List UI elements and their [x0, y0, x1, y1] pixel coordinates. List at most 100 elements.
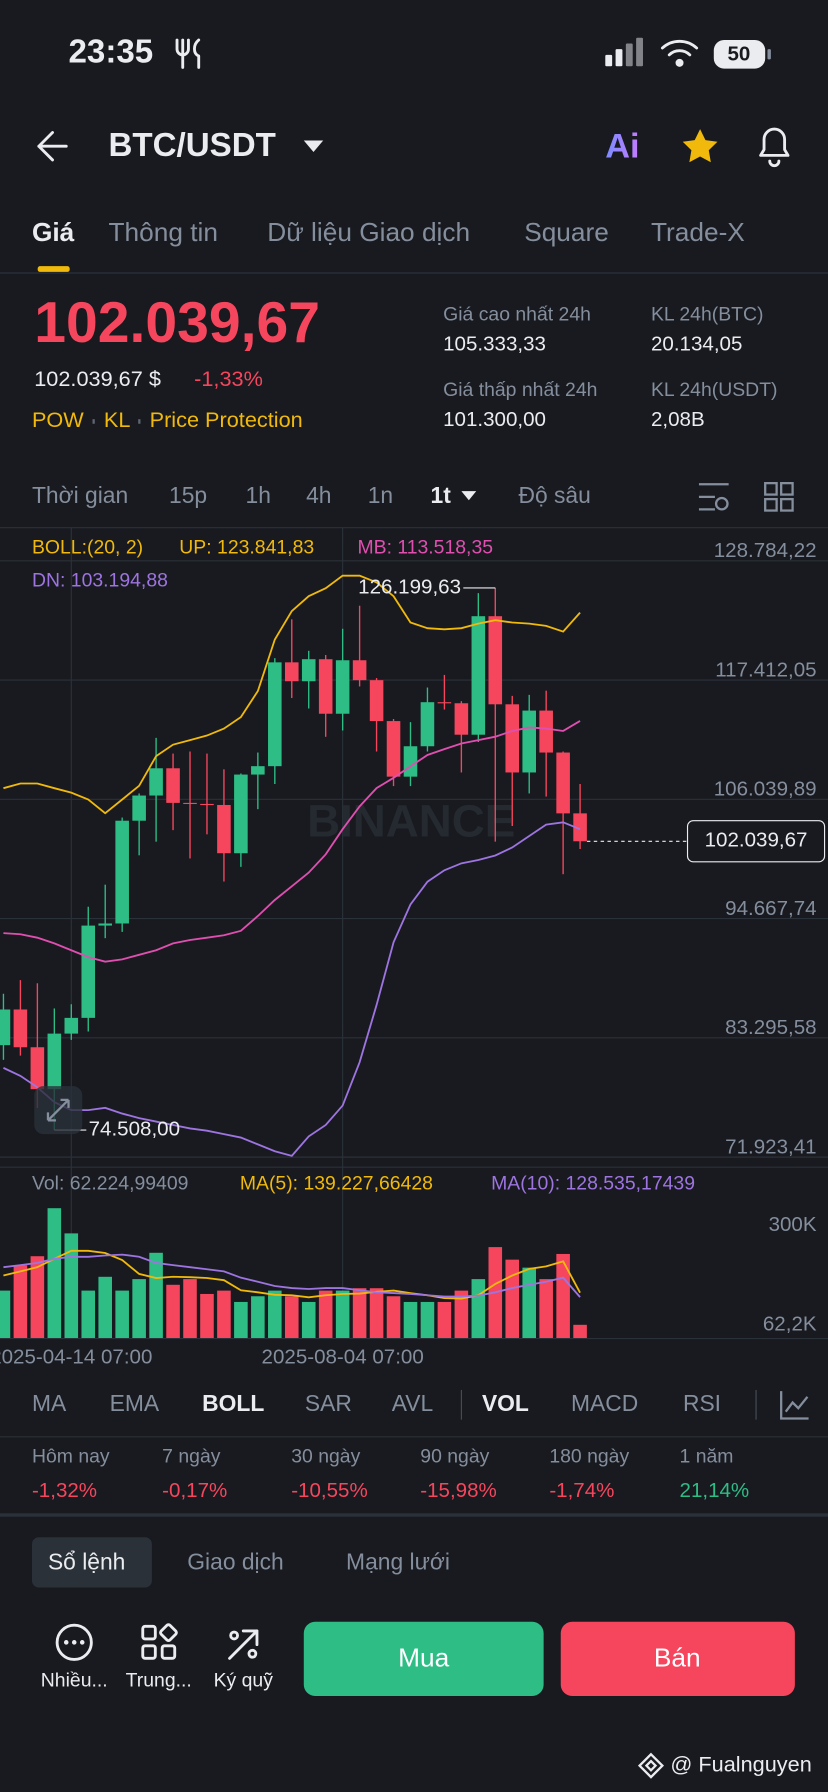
candle-body — [403, 746, 418, 777]
interval[interactable]: 1h — [246, 482, 271, 508]
volume-bar — [251, 1296, 265, 1339]
line-series — [3, 821, 581, 1157]
line-series — [3, 720, 581, 963]
wifi-icon — [660, 39, 699, 67]
expand-button[interactable] — [34, 1086, 83, 1135]
stat-label: KL 24h(BTC) — [651, 303, 764, 325]
interval[interactable]: 15p — [169, 482, 207, 508]
tab-indicator — [37, 266, 70, 272]
line-series — [3, 1249, 581, 1300]
period-label: 1 năm — [680, 1445, 734, 1467]
candle-body — [166, 768, 180, 803]
candle-body — [64, 1017, 79, 1034]
interval[interactable]: Độ sâu — [518, 482, 590, 508]
indicator[interactable]: RSI — [683, 1390, 721, 1416]
margin-icon[interactable] — [228, 1629, 259, 1660]
volume-title: Vol: 62.224,99409 — [32, 1172, 188, 1194]
candle-body — [352, 660, 367, 681]
indicator-settings[interactable] — [780, 1391, 809, 1420]
y-tick-label: 106.039,89 — [714, 778, 817, 801]
tag[interactable]: Price Protection — [150, 407, 303, 432]
interval-caret[interactable] — [461, 491, 477, 501]
tag[interactable]: KL — [104, 407, 131, 432]
buy-label[interactable]: Mua — [398, 1642, 449, 1672]
ai-button[interactable]: Ai — [605, 128, 639, 166]
y-tick-label: 83.295,58 — [725, 1016, 816, 1039]
volume-bar — [403, 1301, 418, 1339]
period-label: 7 ngày — [162, 1445, 221, 1467]
indicator-active[interactable]: BOLL — [202, 1390, 264, 1416]
interval-active[interactable]: 1t — [431, 482, 452, 508]
volume-bar — [183, 1279, 197, 1339]
interval[interactable]: 4h — [306, 482, 331, 508]
stat-label: Giá cao nhất 24h — [443, 303, 591, 325]
more-icon[interactable] — [55, 1623, 93, 1661]
buy-button[interactable] — [303, 1621, 544, 1697]
indicator[interactable]: EMA — [110, 1390, 160, 1416]
candle-body — [251, 766, 265, 775]
y-tick-label: 128.784,22 — [714, 539, 817, 562]
indicator[interactable]: AVL — [392, 1390, 433, 1416]
pair-title[interactable]: BTC/USDT — [108, 127, 275, 164]
battery-level: 50 — [727, 42, 750, 65]
candle-body — [81, 925, 96, 1018]
interval[interactable]: Thời gian — [32, 482, 128, 508]
volume-bar — [30, 1256, 45, 1339]
volume-bar — [234, 1301, 248, 1339]
signal-icon — [605, 37, 643, 67]
period-change: -1,32% — [32, 1479, 97, 1502]
y-tick-label: 117.412,05 — [715, 658, 816, 681]
order-tab[interactable]: Mạng lưới — [346, 1549, 450, 1575]
tab[interactable]: Thông tin — [108, 217, 217, 247]
sell-button[interactable] — [560, 1621, 795, 1697]
candle-body — [234, 774, 248, 854]
candle-body — [573, 813, 587, 842]
y-tick-label: 62,2K — [763, 1312, 817, 1335]
period-change: -15,98% — [420, 1479, 497, 1502]
action-label[interactable]: Trung... — [126, 1669, 192, 1691]
tab[interactable]: Trade-X — [651, 217, 745, 247]
candle-body — [471, 616, 486, 735]
indicator[interactable]: MA — [32, 1390, 67, 1416]
candle-body — [437, 702, 452, 704]
favorite-star[interactable] — [682, 129, 718, 163]
pair-caret[interactable] — [303, 140, 324, 152]
indicator-active[interactable]: VOL — [482, 1390, 529, 1416]
layout-icon[interactable] — [764, 482, 794, 512]
hub-icon[interactable] — [141, 1623, 178, 1660]
back-button[interactable] — [37, 131, 68, 162]
chart-settings-icon[interactable] — [698, 483, 729, 511]
candle-body — [183, 802, 197, 805]
candle-body — [132, 795, 146, 821]
tab[interactable]: Dữ liệu Giao dịch — [267, 217, 470, 247]
candle-body — [268, 662, 282, 767]
legend-entry: UP: 123.841,83 — [179, 536, 314, 558]
y-tick-label: 94.667,74 — [725, 897, 816, 920]
volume-bar — [13, 1265, 28, 1339]
volume-bar — [0, 1290, 11, 1339]
action-label[interactable]: Nhiều... — [41, 1669, 108, 1691]
clock: 23:35 — [69, 33, 154, 70]
stat-value: 101.300,00 — [443, 408, 546, 431]
indicator[interactable]: MACD — [571, 1390, 638, 1416]
sell-label[interactable]: Bán — [654, 1642, 701, 1672]
tag[interactable]: POW — [32, 407, 84, 432]
candle-body — [217, 804, 231, 854]
volume-bar — [386, 1296, 401, 1339]
action-label[interactable]: Ký quỹ — [214, 1669, 274, 1691]
indicator-name: BOLL:(20, 2) — [32, 536, 143, 558]
volume-bar — [318, 1290, 333, 1339]
indicator[interactable]: SAR — [305, 1390, 352, 1416]
volume-bar — [64, 1233, 79, 1339]
volume-bar — [301, 1301, 316, 1339]
order-tab-active[interactable]: Sổ lệnh — [48, 1549, 125, 1575]
interval[interactable]: 1n — [368, 482, 393, 508]
order-tab[interactable]: Giao dịch — [187, 1549, 283, 1575]
candle-body — [335, 660, 350, 714]
volume-bar — [437, 1301, 452, 1339]
tab[interactable]: Square — [524, 217, 609, 247]
alert-bell[interactable] — [759, 127, 790, 168]
low-label: 74.508,00 — [89, 1117, 180, 1140]
period-label: 30 ngày — [291, 1445, 360, 1467]
tab-active[interactable]: Giá — [32, 217, 75, 247]
